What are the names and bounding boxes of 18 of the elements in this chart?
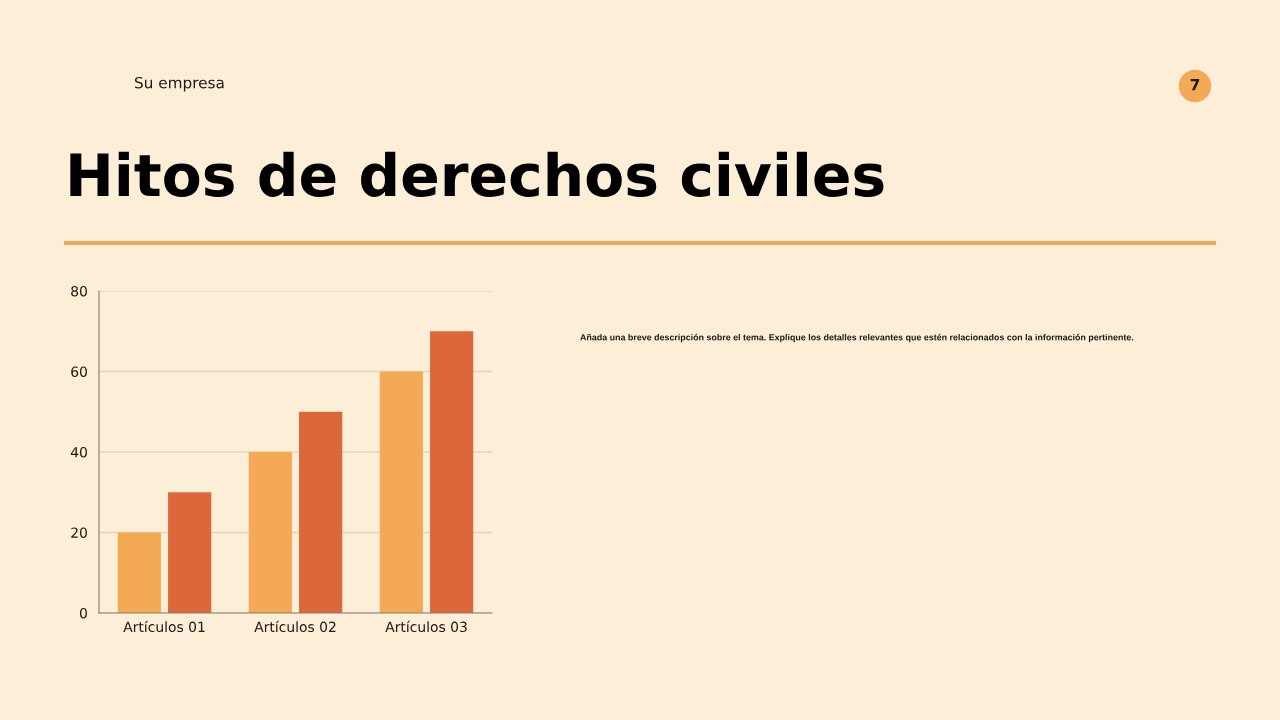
x-tick-label: Artículos 03 bbox=[385, 620, 467, 633]
chart-title: Hitos de derechos civiles bbox=[70, 151, 884, 197]
text: Añada una breve descripción sobre el tema. Explique los detalles relevantes que estén relacionados con la información pertinente. bbox=[580, 333, 1134, 343]
y-tick-label: 80 bbox=[71, 285, 87, 297]
y-tick-label: 20 bbox=[71, 527, 87, 538]
y-tick-label: 60 bbox=[71, 366, 87, 377]
bar bbox=[379, 371, 423, 613]
y-tick-label: 0 bbox=[79, 607, 87, 619]
text: Su empresa bbox=[135, 76, 224, 92]
bar bbox=[430, 331, 474, 613]
x-tick-label: Artículos 01 bbox=[123, 620, 205, 633]
bar bbox=[248, 452, 292, 613]
bar bbox=[168, 492, 212, 613]
bar bbox=[117, 532, 161, 613]
x-tick-label: Artículos 02 bbox=[254, 620, 336, 633]
bar bbox=[299, 411, 343, 613]
y-tick-label: 40 bbox=[70, 446, 87, 458]
text: 7 bbox=[1190, 79, 1200, 91]
